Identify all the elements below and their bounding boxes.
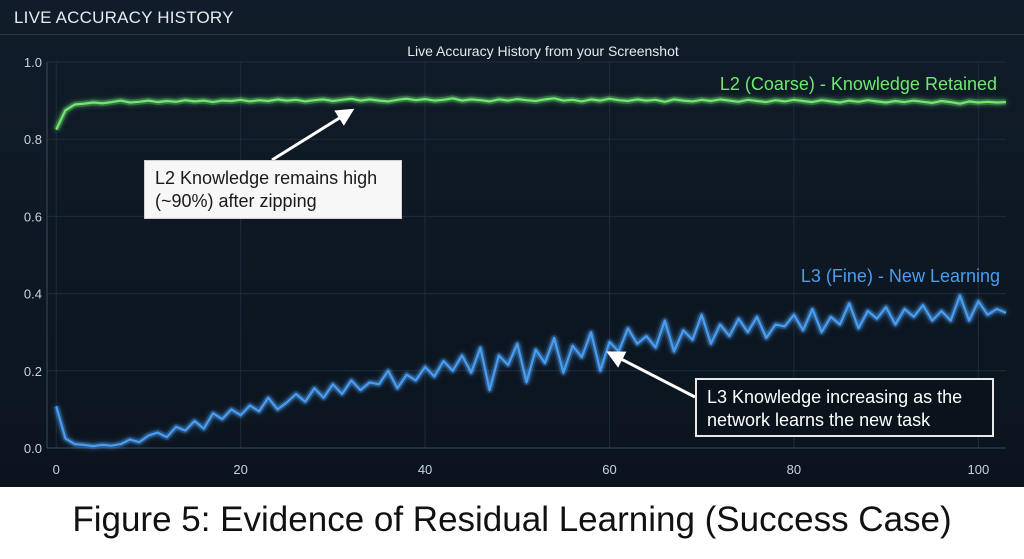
annotation-arrow-1: [606, 351, 696, 399]
x-tick-label: 20: [233, 462, 247, 477]
l3-annotation-callout: L3 Knowledge increasing as the network l…: [695, 378, 994, 437]
y-tick-label: 0.8: [24, 132, 42, 147]
l3-annotation-line-1: L3 Knowledge increasing as the: [707, 387, 963, 407]
l2-annotation-line-1: L2 Knowledge remains high: [155, 168, 378, 188]
x-tick-label: 0: [53, 462, 60, 477]
chart-panel: LIVE ACCURACY HISTORY: [0, 0, 1024, 487]
l3-series-label: L3 (Fine) - New Learning: [801, 266, 1000, 286]
accuracy-line-chart: Live Accuracy History from your Screensh…: [24, 43, 1008, 477]
y-tick-label: 0.0: [24, 441, 42, 456]
panel-title: LIVE ACCURACY HISTORY: [14, 8, 234, 27]
x-tick-label: 80: [787, 462, 801, 477]
series-glow-0: [53, 95, 1007, 131]
l3-annotation-line-2: network learns the new task: [707, 410, 931, 430]
l3-series-line: [55, 294, 1007, 448]
y-tick-label: 0.4: [24, 287, 42, 302]
panel-header: LIVE ACCURACY HISTORY: [0, 0, 1024, 35]
l2-annotation-line-2: (~90%) after zipping: [155, 191, 317, 211]
y-tick-label: 0.2: [24, 364, 42, 379]
y-tick-label: 1.0: [24, 55, 42, 70]
y-tick-label: 0.6: [24, 209, 42, 224]
l2-annotation-callout: L2 Knowledge remains high (~90%) after z…: [144, 160, 402, 219]
x-tick-label: 60: [602, 462, 616, 477]
x-tick-label: 100: [967, 462, 989, 477]
annotation-arrow-0: [271, 108, 355, 162]
chart-title: Live Accuracy History from your Screensh…: [407, 43, 679, 59]
figure-caption: Figure 5: Evidence of Residual Learning …: [72, 500, 952, 539]
l2-series-label: L2 (Coarse) - Knowledge Retained: [720, 74, 997, 94]
l2-series-line: [55, 97, 1007, 131]
x-tick-label: 40: [418, 462, 432, 477]
